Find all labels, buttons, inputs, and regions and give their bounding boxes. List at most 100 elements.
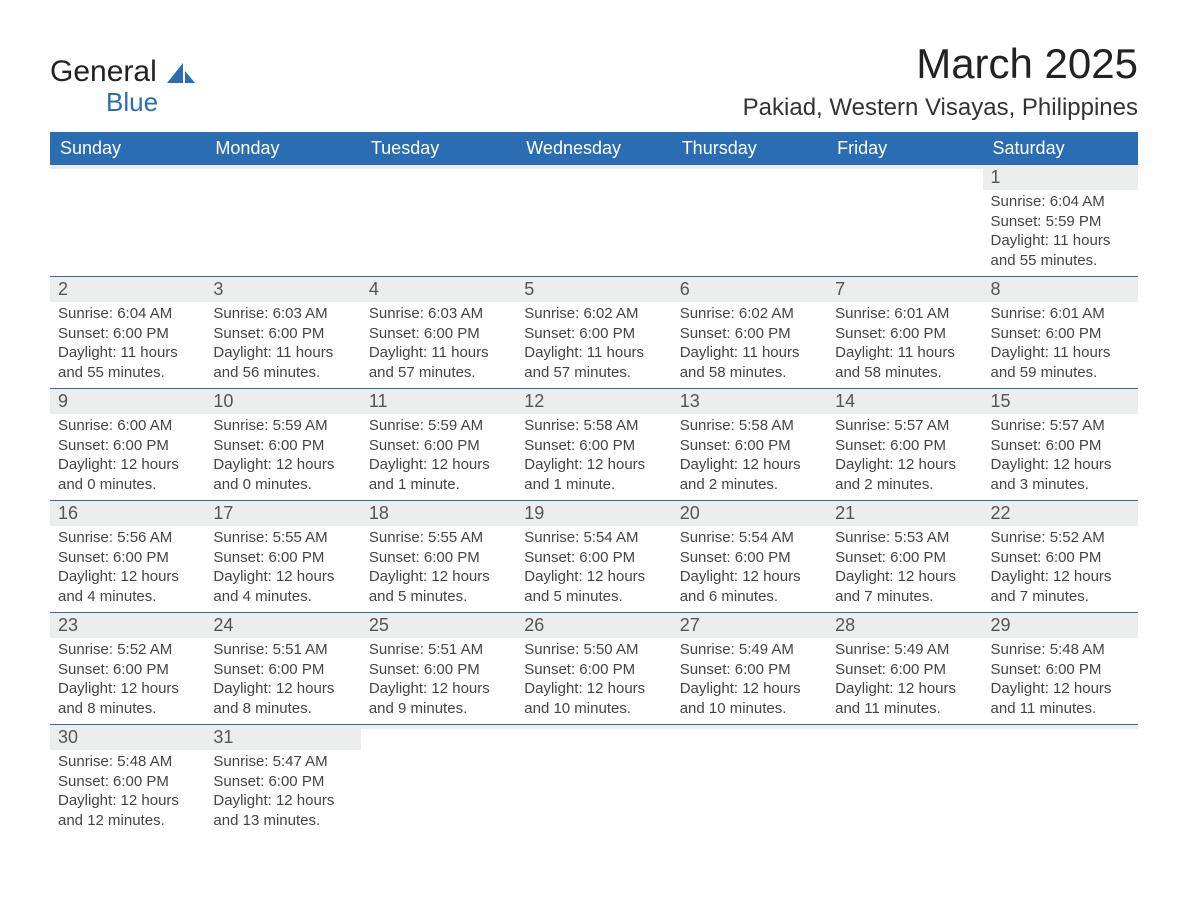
calendar-day-cell: 8Sunrise: 6:01 AMSunset: 6:00 PMDaylight… bbox=[983, 277, 1138, 389]
day-detail-line: Sunrise: 5:51 AM bbox=[213, 640, 352, 660]
day-detail-line: Sunset: 6:00 PM bbox=[991, 548, 1130, 568]
day-detail-line: Sunrise: 5:58 AM bbox=[680, 416, 819, 436]
day-details bbox=[205, 169, 360, 249]
calendar-empty-cell bbox=[516, 165, 671, 277]
day-detail-line: Sunset: 6:00 PM bbox=[213, 324, 352, 344]
day-detail-line: Sunset: 6:00 PM bbox=[213, 660, 352, 680]
day-detail-line: Daylight: 12 hours and 4 minutes. bbox=[58, 567, 197, 606]
calendar-day-cell: 14Sunrise: 5:57 AMSunset: 6:00 PMDayligh… bbox=[827, 389, 982, 501]
day-number: 9 bbox=[50, 389, 205, 414]
weekday-header: Monday bbox=[205, 132, 360, 165]
day-number: 8 bbox=[983, 277, 1138, 302]
day-number: 6 bbox=[672, 277, 827, 302]
calendar-day-cell: 19Sunrise: 5:54 AMSunset: 6:00 PMDayligh… bbox=[516, 501, 671, 613]
day-number: 1 bbox=[983, 165, 1138, 190]
day-details: Sunrise: 6:03 AMSunset: 6:00 PMDaylight:… bbox=[361, 302, 516, 388]
month-title: March 2025 bbox=[743, 40, 1138, 88]
calendar-empty-cell bbox=[983, 725, 1138, 837]
day-detail-line: Sunrise: 6:00 AM bbox=[58, 416, 197, 436]
day-details bbox=[983, 729, 1138, 737]
day-number: 14 bbox=[827, 389, 982, 414]
day-detail-line: Sunrise: 5:59 AM bbox=[369, 416, 508, 436]
day-detail-line: Daylight: 12 hours and 9 minutes. bbox=[369, 679, 508, 718]
day-detail-line: Daylight: 12 hours and 7 minutes. bbox=[835, 567, 974, 606]
calendar-day-cell: 31Sunrise: 5:47 AMSunset: 6:00 PMDayligh… bbox=[205, 725, 360, 837]
weekday-header: Wednesday bbox=[516, 132, 671, 165]
day-detail-line: Daylight: 12 hours and 0 minutes. bbox=[58, 455, 197, 494]
day-detail-line: Sunrise: 5:47 AM bbox=[213, 752, 352, 772]
calendar-week-row: 1Sunrise: 6:04 AMSunset: 5:59 PMDaylight… bbox=[50, 165, 1138, 277]
day-detail-line: Sunrise: 5:59 AM bbox=[213, 416, 352, 436]
day-number: 13 bbox=[672, 389, 827, 414]
day-detail-line: Sunset: 6:00 PM bbox=[680, 436, 819, 456]
day-details bbox=[672, 729, 827, 737]
day-detail-line: Sunset: 6:00 PM bbox=[58, 324, 197, 344]
day-details bbox=[672, 169, 827, 249]
calendar-week-row: 23Sunrise: 5:52 AMSunset: 6:00 PMDayligh… bbox=[50, 613, 1138, 725]
day-number: 5 bbox=[516, 277, 671, 302]
day-detail-line: Daylight: 11 hours and 55 minutes. bbox=[58, 343, 197, 382]
day-detail-line: Sunrise: 5:51 AM bbox=[369, 640, 508, 660]
day-detail-line: Sunrise: 5:48 AM bbox=[58, 752, 197, 772]
day-details: Sunrise: 5:53 AMSunset: 6:00 PMDaylight:… bbox=[827, 526, 982, 612]
day-number: 4 bbox=[361, 277, 516, 302]
day-detail-line: Sunset: 6:00 PM bbox=[835, 324, 974, 344]
day-detail-line: Sunset: 6:00 PM bbox=[991, 660, 1130, 680]
day-detail-line: Sunrise: 6:01 AM bbox=[991, 304, 1130, 324]
day-detail-line: Daylight: 12 hours and 8 minutes. bbox=[58, 679, 197, 718]
location-subtitle: Pakiad, Western Visayas, Philippines bbox=[743, 94, 1138, 122]
day-detail-line: Daylight: 12 hours and 7 minutes. bbox=[991, 567, 1130, 606]
day-details: Sunrise: 6:02 AMSunset: 6:00 PMDaylight:… bbox=[672, 302, 827, 388]
day-number: 7 bbox=[827, 277, 982, 302]
calendar-empty-cell bbox=[361, 725, 516, 837]
calendar-head: SundayMondayTuesdayWednesdayThursdayFrid… bbox=[50, 132, 1138, 165]
day-details: Sunrise: 5:57 AMSunset: 6:00 PMDaylight:… bbox=[827, 414, 982, 500]
calendar-empty-cell bbox=[827, 165, 982, 277]
logo-sail-icon bbox=[167, 60, 195, 87]
page-header: General Blue March 2025 Pakiad, Western … bbox=[50, 40, 1138, 122]
day-detail-line: Sunrise: 5:57 AM bbox=[835, 416, 974, 436]
calendar-day-cell: 1Sunrise: 6:04 AMSunset: 5:59 PMDaylight… bbox=[983, 165, 1138, 277]
calendar-day-cell: 30Sunrise: 5:48 AMSunset: 6:00 PMDayligh… bbox=[50, 725, 205, 837]
weekday-header-row: SundayMondayTuesdayWednesdayThursdayFrid… bbox=[50, 132, 1138, 165]
day-number: 24 bbox=[205, 613, 360, 638]
day-detail-line: Sunset: 6:00 PM bbox=[991, 436, 1130, 456]
day-detail-line: Daylight: 12 hours and 6 minutes. bbox=[680, 567, 819, 606]
day-detail-line: Sunrise: 5:54 AM bbox=[524, 528, 663, 548]
weekday-header: Tuesday bbox=[361, 132, 516, 165]
day-detail-line: Sunset: 6:00 PM bbox=[835, 436, 974, 456]
day-detail-line: Daylight: 11 hours and 58 minutes. bbox=[680, 343, 819, 382]
calendar-empty-cell bbox=[361, 165, 516, 277]
calendar-day-cell: 17Sunrise: 5:55 AMSunset: 6:00 PMDayligh… bbox=[205, 501, 360, 613]
day-detail-line: Sunrise: 5:48 AM bbox=[991, 640, 1130, 660]
calendar-day-cell: 12Sunrise: 5:58 AMSunset: 6:00 PMDayligh… bbox=[516, 389, 671, 501]
day-detail-line: Daylight: 12 hours and 0 minutes. bbox=[213, 455, 352, 494]
day-detail-line: Sunrise: 5:49 AM bbox=[680, 640, 819, 660]
day-detail-line: Daylight: 12 hours and 5 minutes. bbox=[369, 567, 508, 606]
day-number: 25 bbox=[361, 613, 516, 638]
calendar-week-row: 9Sunrise: 6:00 AMSunset: 6:00 PMDaylight… bbox=[50, 389, 1138, 501]
day-details: Sunrise: 5:49 AMSunset: 6:00 PMDaylight:… bbox=[827, 638, 982, 724]
day-number: 31 bbox=[205, 725, 360, 750]
calendar-day-cell: 5Sunrise: 6:02 AMSunset: 6:00 PMDaylight… bbox=[516, 277, 671, 389]
calendar-day-cell: 6Sunrise: 6:02 AMSunset: 6:00 PMDaylight… bbox=[672, 277, 827, 389]
calendar-day-cell: 22Sunrise: 5:52 AMSunset: 6:00 PMDayligh… bbox=[983, 501, 1138, 613]
day-details bbox=[827, 729, 982, 737]
day-detail-line: Sunrise: 5:57 AM bbox=[991, 416, 1130, 436]
day-details: Sunrise: 5:59 AMSunset: 6:00 PMDaylight:… bbox=[361, 414, 516, 500]
calendar-day-cell: 9Sunrise: 6:00 AMSunset: 6:00 PMDaylight… bbox=[50, 389, 205, 501]
day-details: Sunrise: 5:58 AMSunset: 6:00 PMDaylight:… bbox=[516, 414, 671, 500]
logo-text1: General bbox=[50, 55, 157, 88]
day-details: Sunrise: 5:54 AMSunset: 6:00 PMDaylight:… bbox=[516, 526, 671, 612]
calendar-day-cell: 20Sunrise: 5:54 AMSunset: 6:00 PMDayligh… bbox=[672, 501, 827, 613]
calendar-day-cell: 27Sunrise: 5:49 AMSunset: 6:00 PMDayligh… bbox=[672, 613, 827, 725]
day-detail-line: Sunset: 6:00 PM bbox=[58, 660, 197, 680]
day-details: Sunrise: 5:54 AMSunset: 6:00 PMDaylight:… bbox=[672, 526, 827, 612]
day-detail-line: Daylight: 12 hours and 8 minutes. bbox=[213, 679, 352, 718]
calendar-day-cell: 11Sunrise: 5:59 AMSunset: 6:00 PMDayligh… bbox=[361, 389, 516, 501]
day-detail-line: Sunrise: 6:02 AM bbox=[524, 304, 663, 324]
calendar-day-cell: 26Sunrise: 5:50 AMSunset: 6:00 PMDayligh… bbox=[516, 613, 671, 725]
calendar-empty-cell bbox=[672, 165, 827, 277]
day-detail-line: Sunset: 6:00 PM bbox=[213, 436, 352, 456]
day-detail-line: Sunset: 6:00 PM bbox=[680, 548, 819, 568]
